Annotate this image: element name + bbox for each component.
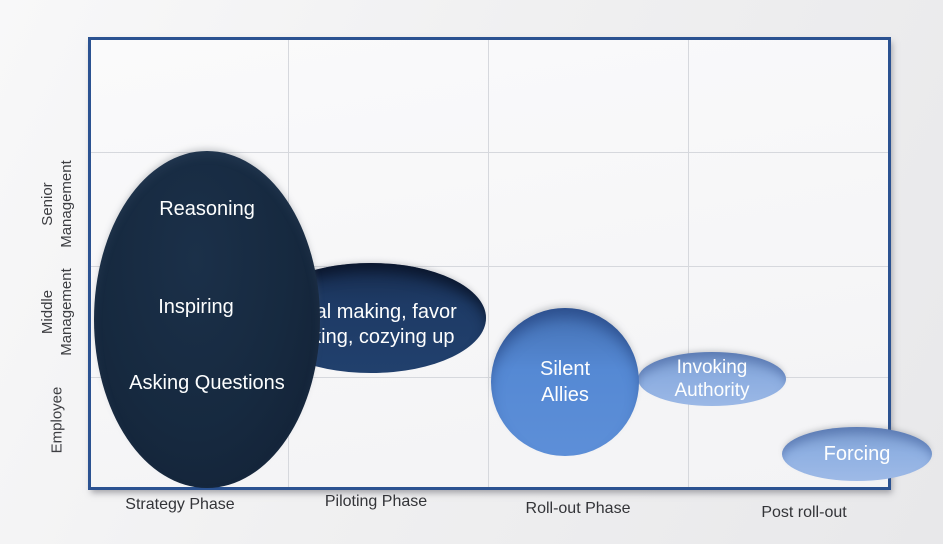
y-axis-label-line: Employee	[48, 386, 66, 454]
y-axis-label-middle-management: Middle Management	[38, 268, 76, 356]
bubble-asking-questions-label: Asking Questions	[129, 372, 285, 394]
bubble-text-line: Deal making, favor	[290, 301, 457, 323]
y-axis-label-senior-management: Senior Management	[38, 160, 76, 248]
gridline-horizontal-2	[91, 266, 888, 267]
y-axis-label-line: Management	[58, 160, 75, 248]
gridline-vertical-2	[488, 40, 489, 487]
x-axis-label-strategy-phase: Strategy Phase	[125, 496, 235, 513]
bubble-reasoning-label: Reasoning	[159, 198, 255, 220]
bubble-silent-allies-label: Silent Allies	[540, 356, 590, 408]
bubble-forcing-label: Forcing	[823, 442, 891, 465]
bubble-forcing: Forcing	[782, 427, 932, 481]
bubble-invoking-authority-label: Invoking Authority	[675, 356, 750, 402]
y-axis-label-line: Senior	[39, 182, 56, 226]
bubble-inspiring-label: Inspiring	[158, 296, 234, 318]
bubble-tactics-cluster: Reasoning Inspiring Asking Questions	[94, 151, 320, 488]
gridline-horizontal-1	[91, 152, 888, 153]
y-axis-label-line: Management	[58, 268, 75, 356]
bubble-text-line: Allies	[541, 384, 589, 406]
bubble-invoking-authority: Invoking Authority	[638, 352, 786, 406]
bubble-text-line: Invoking	[676, 357, 748, 378]
y-axis-label-employee: Employee	[48, 387, 67, 454]
bubble-text-line: Silent	[539, 358, 591, 380]
x-axis-label-piloting-phase: Piloting Phase	[324, 493, 428, 510]
bubble-text-line: asking, cozying up	[290, 326, 455, 348]
gridline-horizontal-3	[91, 377, 888, 378]
bubble-silent-allies: Silent Allies	[491, 308, 639, 456]
gridline-vertical-3	[688, 40, 689, 487]
bubble-deal-making-label: Deal making, favor asking, cozying up	[290, 300, 457, 350]
x-axis-label-post-roll-out: Post roll-out	[761, 504, 847, 521]
x-axis-label-roll-out-phase: Roll-out Phase	[525, 500, 631, 517]
bubble-text-line: Authority	[674, 380, 750, 401]
y-axis-label-line: Middle	[39, 289, 56, 335]
